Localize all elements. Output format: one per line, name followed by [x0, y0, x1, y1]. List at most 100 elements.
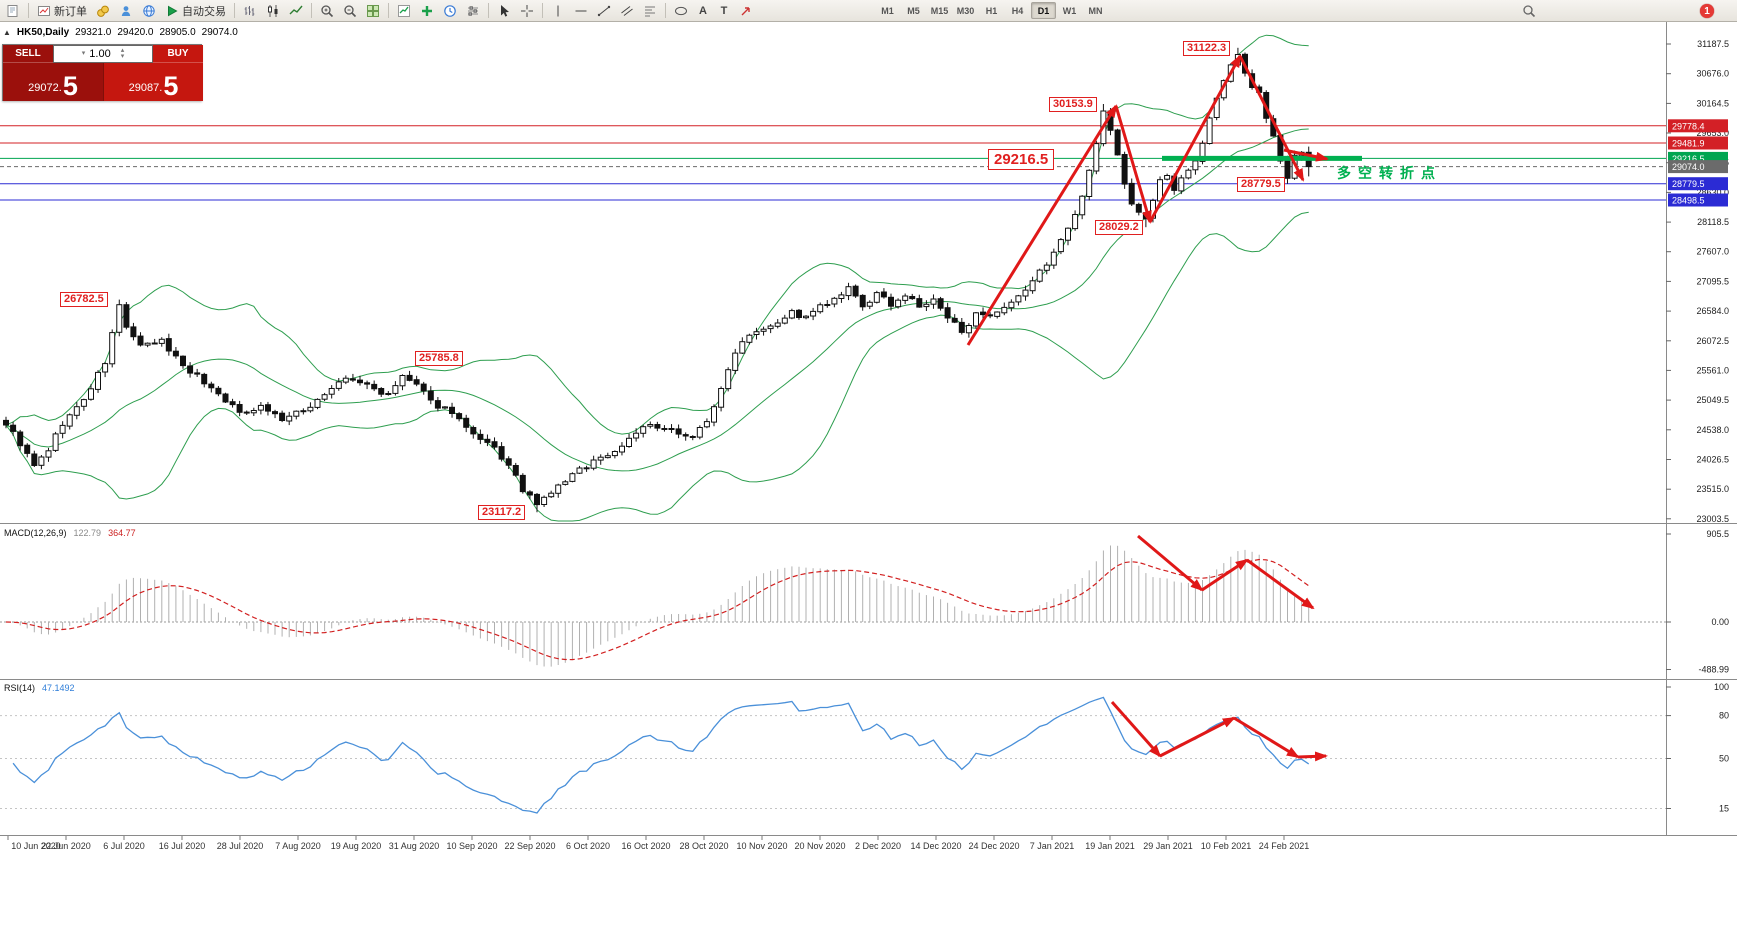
fibonacci-button[interactable] [639, 1, 661, 21]
volume-dropdown-icon[interactable]: ▾ [81, 50, 86, 57]
add-indicator-button[interactable] [416, 1, 438, 21]
buy-button[interactable]: BUY [153, 45, 203, 63]
date-label: 10 Feb 2021 [1201, 841, 1252, 851]
cursor-icon [501, 4, 509, 17]
new-order-button[interactable]: 新订单 [33, 1, 91, 21]
zoom-out-icon [344, 4, 357, 17]
search-icon[interactable] [1518, 1, 1540, 21]
trendline-icon [597, 5, 611, 16]
tile-windows-button[interactable] [362, 1, 384, 21]
chart-properties-button[interactable] [462, 1, 484, 21]
indicators-button[interactable] [393, 1, 415, 21]
date-label: 10 Jun 2020 [11, 841, 61, 851]
macd-label: MACD(12,26,9) 122.79 364.77 [4, 528, 136, 538]
market-button[interactable] [138, 1, 160, 21]
axis-tick-label: 25561.0 [1696, 365, 1729, 375]
axis-tick-label: 30164.5 [1696, 98, 1729, 108]
timeframe-m1[interactable]: M1 [881, 5, 894, 16]
date-label: 24 Feb 2021 [1259, 841, 1310, 851]
macd-title: MACD(12,26,9) [4, 528, 67, 538]
settings-icon [468, 5, 478, 16]
zoom-out-button[interactable] [339, 1, 361, 21]
line-chart-mode-button[interactable] [285, 1, 307, 21]
main-toolbar: 新订单 自动交易 A T M1 M5 M15 M30 H1 H4 D1 W1 MN 1 [0, 0, 1737, 22]
toolbar-divider [542, 3, 543, 18]
volume-up-icon[interactable]: ▴ [120, 47, 125, 54]
date-label: 6 Jul 2020 [103, 841, 145, 851]
axis-tick-label: 23003.5 [1696, 514, 1729, 524]
period-button[interactable] [439, 1, 461, 21]
axis-tick-label: 24026.5 [1696, 455, 1729, 465]
timeframe-h1[interactable]: H1 [985, 5, 998, 16]
trendline-button[interactable] [593, 1, 615, 21]
volume-down-icon[interactable]: ▾ [120, 53, 125, 60]
axis-tick-label: 31187.5 [1697, 39, 1729, 49]
timeframe-m15[interactable]: M15 [930, 5, 949, 16]
timeframe-mn[interactable]: MN [1088, 5, 1103, 16]
date-label: 24 Dec 2020 [968, 841, 1019, 851]
date-label: 10 Nov 2020 [736, 841, 787, 851]
new-chart-button[interactable] [2, 1, 24, 21]
sell-price-button[interactable]: 29072. 5 [3, 63, 103, 101]
text-tool-button[interactable]: A [699, 4, 707, 17]
date-label: 20 Nov 2020 [794, 841, 845, 851]
buy-price: 29087. [128, 82, 163, 94]
new-order-icon [38, 5, 50, 16]
date-label: 28 Oct 2020 [679, 841, 728, 851]
new-chart-icon [7, 4, 18, 17]
axis-tick-label: 27095.5 [1696, 276, 1729, 286]
timeframe-w1[interactable]: W1 [1062, 5, 1077, 16]
shapes-button[interactable] [670, 1, 692, 21]
plus-icon [422, 5, 432, 16]
toolbar-divider [488, 3, 489, 18]
autotrade-button[interactable]: 自动交易 [161, 1, 230, 21]
axis-tick-label: 25049.5 [1696, 395, 1729, 405]
crosshair-button[interactable] [516, 1, 538, 21]
rsi-axis-label: 15 [1719, 804, 1729, 814]
zoom-in-button[interactable] [316, 1, 338, 21]
candlestick-mode-button[interactable] [262, 1, 284, 21]
timeframe-d1[interactable]: D1 [1031, 2, 1056, 19]
horizontal-line-button[interactable] [570, 1, 592, 21]
axis-price-tag: 29074.0 [1672, 162, 1705, 172]
timeframe-m5[interactable]: M5 [907, 5, 920, 16]
cursor-button[interactable] [493, 1, 515, 21]
timeframe-m30[interactable]: M30 [956, 5, 975, 16]
one-click-collapse-icon[interactable]: ▲ [3, 28, 11, 37]
community-button[interactable] [115, 1, 137, 21]
date-label: 29 Jan 2021 [1143, 841, 1193, 851]
macd-axis-label: 0.00 [1711, 617, 1729, 627]
axis-tick-label: 28630.0 [1696, 187, 1729, 197]
globe-icon [143, 4, 155, 17]
toolbar-divider [388, 3, 389, 18]
sell-price: 29072. [28, 82, 62, 94]
volume-stepper: ▴ ▾ [120, 47, 125, 60]
axis-price-tag: 29216.5 [1672, 154, 1705, 164]
rsi-label: RSI(14) 47.1492 [4, 683, 75, 693]
rsi-value: 47.1492 [42, 683, 75, 693]
axis-price-tag: 29481.9 [1672, 139, 1705, 149]
arrows-tool-button[interactable] [735, 1, 757, 21]
buy-price-button[interactable]: 29087. 5 [103, 63, 203, 101]
volume-input[interactable]: ▾ 1.00 ▴ ▾ [53, 45, 153, 63]
rsi-axis-label: 80 [1719, 711, 1729, 721]
label-tool-button[interactable]: T [720, 4, 728, 17]
new-order-label: 新订单 [54, 5, 87, 18]
notification-badge[interactable]: 1 [1700, 4, 1714, 18]
macd-axis-label: -488.99 [1698, 665, 1729, 675]
date-label: 31 Aug 2020 [389, 841, 440, 851]
bar-chart-mode-button[interactable] [239, 1, 261, 21]
fibonacci-icon [645, 6, 655, 16]
deposit-button[interactable] [92, 1, 114, 21]
axis-tick-label: 24538.0 [1696, 425, 1729, 435]
timeframe-h4[interactable]: H4 [1011, 5, 1024, 16]
zoom-in-icon [321, 4, 334, 17]
sell-button[interactable]: SELL [3, 45, 53, 63]
macd-signal-value: 364.77 [108, 528, 136, 538]
rsi-title: RSI(14) [4, 683, 36, 693]
date-label: 19 Jan 2021 [1085, 841, 1135, 851]
channel-button[interactable] [616, 1, 638, 21]
vertical-line-button[interactable] [547, 1, 569, 21]
ohlc-high: 29420.0 [117, 27, 154, 38]
